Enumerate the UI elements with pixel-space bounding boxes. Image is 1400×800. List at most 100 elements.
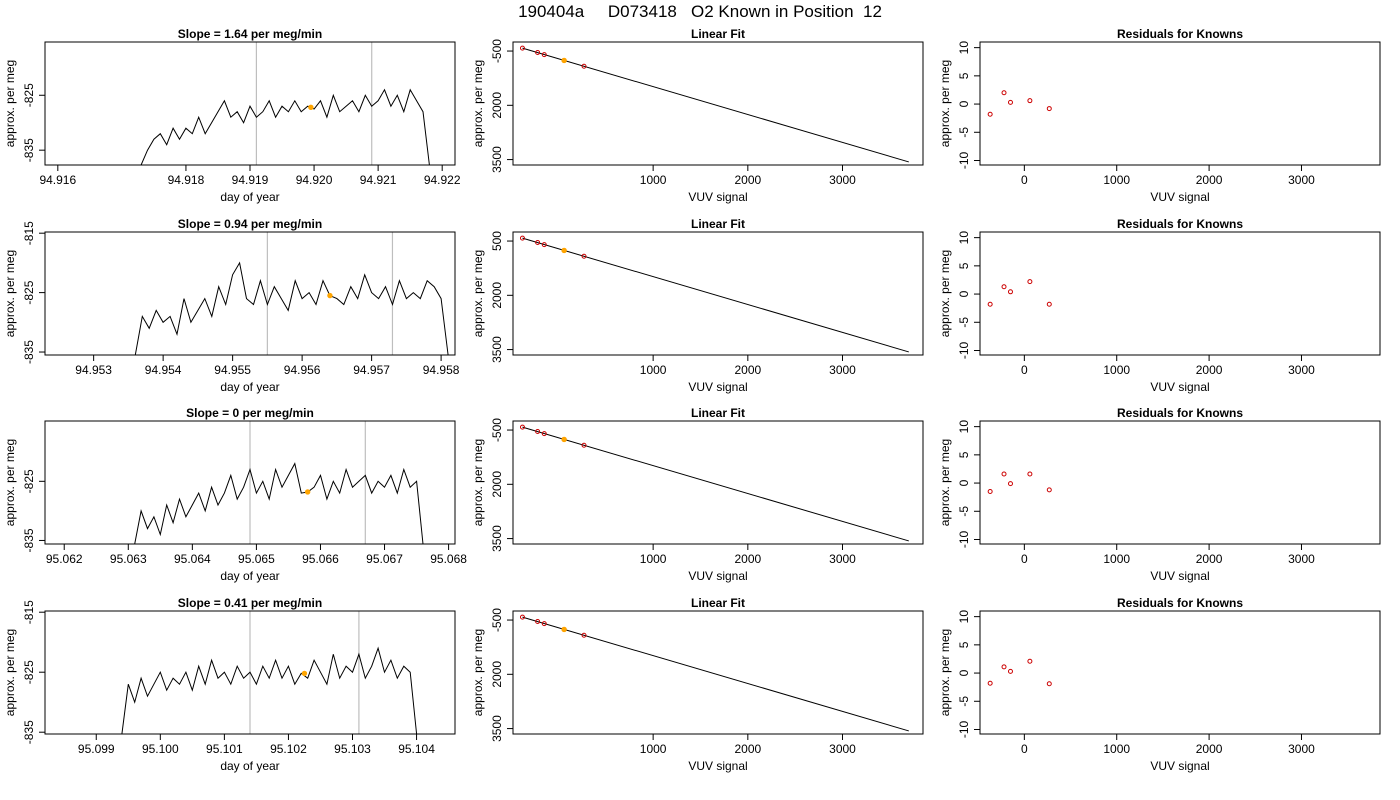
known-point: [519, 424, 525, 430]
y-tick-label: -835: [22, 138, 36, 162]
x-axis-label: day of year: [220, 190, 279, 204]
residual-point: [1001, 664, 1007, 670]
x-tick-label: 95.062: [46, 552, 83, 566]
y-tick-label: -500: [490, 418, 504, 442]
x-tick-label: 2000: [1196, 363, 1223, 377]
y-tick-label: -5: [957, 696, 971, 707]
x-tick-label: 2000: [1196, 742, 1223, 756]
residual-point: [1007, 481, 1013, 487]
x-tick-label: 0: [1021, 552, 1028, 566]
panel-3-2: Linear Fit VUV signal approx. per meg 1000 2…: [471, 406, 924, 583]
y-axis-label: approx. per meg: [3, 629, 17, 716]
plot-area: [987, 279, 1052, 307]
y-tick-label: -825: [22, 83, 36, 107]
residual-point: [1027, 98, 1033, 104]
known-point: [535, 618, 541, 624]
residual-point: [987, 489, 993, 495]
x-tick-label: 1000: [1103, 173, 1130, 187]
x-tick-label: 95.068: [430, 552, 467, 566]
y-tick-label: 2000: [490, 471, 504, 498]
x-tick-label: 3000: [829, 173, 856, 187]
x-tick-label: 1000: [640, 173, 667, 187]
x-axis-label: VUV signal: [688, 380, 747, 394]
x-tick-label: 94.957: [353, 363, 390, 377]
panel-title: Slope = 1.64 per meg/min: [178, 27, 322, 41]
known-point: [541, 621, 547, 627]
panel-title: Linear Fit: [691, 217, 745, 231]
panel-title: Residuals for Knowns: [1117, 596, 1243, 610]
highlight-point: [304, 489, 311, 495]
highlight-point: [561, 57, 567, 64]
residual-point: [1046, 487, 1052, 493]
known-point: [535, 239, 541, 245]
x-tick-label: 3000: [829, 552, 856, 566]
panel-title: Linear Fit: [691, 406, 745, 420]
plot-frame: [979, 610, 1381, 735]
x-tick-label: 1000: [640, 742, 667, 756]
panel-title: Linear Fit: [691, 596, 745, 610]
residual-point: [1007, 668, 1013, 674]
y-axis-label: approx. per meg: [471, 250, 485, 337]
residual-point: [1027, 658, 1033, 664]
x-tick-label: 3000: [1288, 552, 1315, 566]
x-tick-label: 3000: [829, 363, 856, 377]
y-tick-label: -835: [22, 528, 36, 552]
y-tick-label: 5: [957, 262, 971, 269]
plot-area: [519, 614, 909, 732]
x-axis-label: VUV signal: [688, 759, 747, 773]
x-tick-label: 2000: [1196, 173, 1223, 187]
panel-2-2: Linear Fit VUV signal approx. per meg 1000 2…: [471, 217, 924, 394]
x-tick-label: 2000: [734, 363, 761, 377]
plot-area: [134, 421, 424, 544]
x-tick-label: 94.958: [423, 363, 460, 377]
plot-frame: [512, 41, 924, 166]
x-tick-label: 3000: [1288, 173, 1315, 187]
known-point: [519, 614, 525, 620]
known-point: [541, 431, 547, 437]
y-tick-label: 2000: [490, 282, 504, 309]
y-tick-label: 0: [957, 290, 971, 297]
series-line: [121, 646, 418, 734]
x-tick-label: 0: [1021, 173, 1028, 187]
fit-line: [522, 616, 909, 732]
y-axis-label: approx. per meg: [938, 60, 952, 147]
plot-area: [987, 658, 1052, 687]
y-tick-label: -825: [22, 660, 36, 684]
x-tick-label: 1000: [640, 363, 667, 377]
page-title: 190404a D073418 O2 Known in Position 12: [518, 2, 882, 21]
x-tick-label: 3000: [829, 742, 856, 756]
y-tick-label: -5: [957, 506, 971, 517]
y-tick-label: -825: [22, 280, 36, 304]
y-tick-label: -815: [22, 221, 36, 245]
y-tick-label: -825: [22, 469, 36, 493]
plot-frame: [44, 231, 456, 356]
panel-1-1: Slope = 1.64 per meg/min day of year appro…: [3, 27, 461, 204]
x-tick-label: 0: [1021, 363, 1028, 377]
x-tick-label: 94.916: [39, 173, 76, 187]
x-axis-label: VUV signal: [1150, 759, 1209, 773]
x-tick-label: 94.921: [360, 173, 397, 187]
residual-point: [1001, 471, 1007, 477]
known-point: [519, 235, 525, 241]
x-tick-label: 3000: [1288, 742, 1315, 756]
known-point: [535, 428, 541, 434]
highlight-point: [327, 292, 333, 299]
x-axis-label: VUV signal: [1150, 190, 1209, 204]
x-tick-label: 95.100: [142, 742, 179, 756]
x-tick-label: 2000: [734, 173, 761, 187]
panel-title: Residuals for Knowns: [1117, 217, 1243, 231]
y-tick-label: 10: [957, 610, 971, 624]
highlight-point: [301, 670, 308, 677]
y-axis-label: approx. per meg: [938, 439, 952, 526]
x-tick-label: 1000: [640, 552, 667, 566]
y-tick-label: -500: [490, 39, 504, 63]
x-tick-label: 1000: [1103, 363, 1130, 377]
y-axis-label: approx. per meg: [3, 439, 17, 526]
y-tick-label: 10: [957, 231, 971, 245]
panel-4-1: Slope = 0.41 per meg/min day of year appro…: [3, 596, 456, 773]
y-tick-label: 5: [957, 72, 971, 79]
x-tick-label: 2000: [1196, 552, 1223, 566]
y-tick-label: -10: [957, 720, 971, 738]
plot-frame: [512, 231, 924, 356]
known-point: [581, 63, 587, 69]
